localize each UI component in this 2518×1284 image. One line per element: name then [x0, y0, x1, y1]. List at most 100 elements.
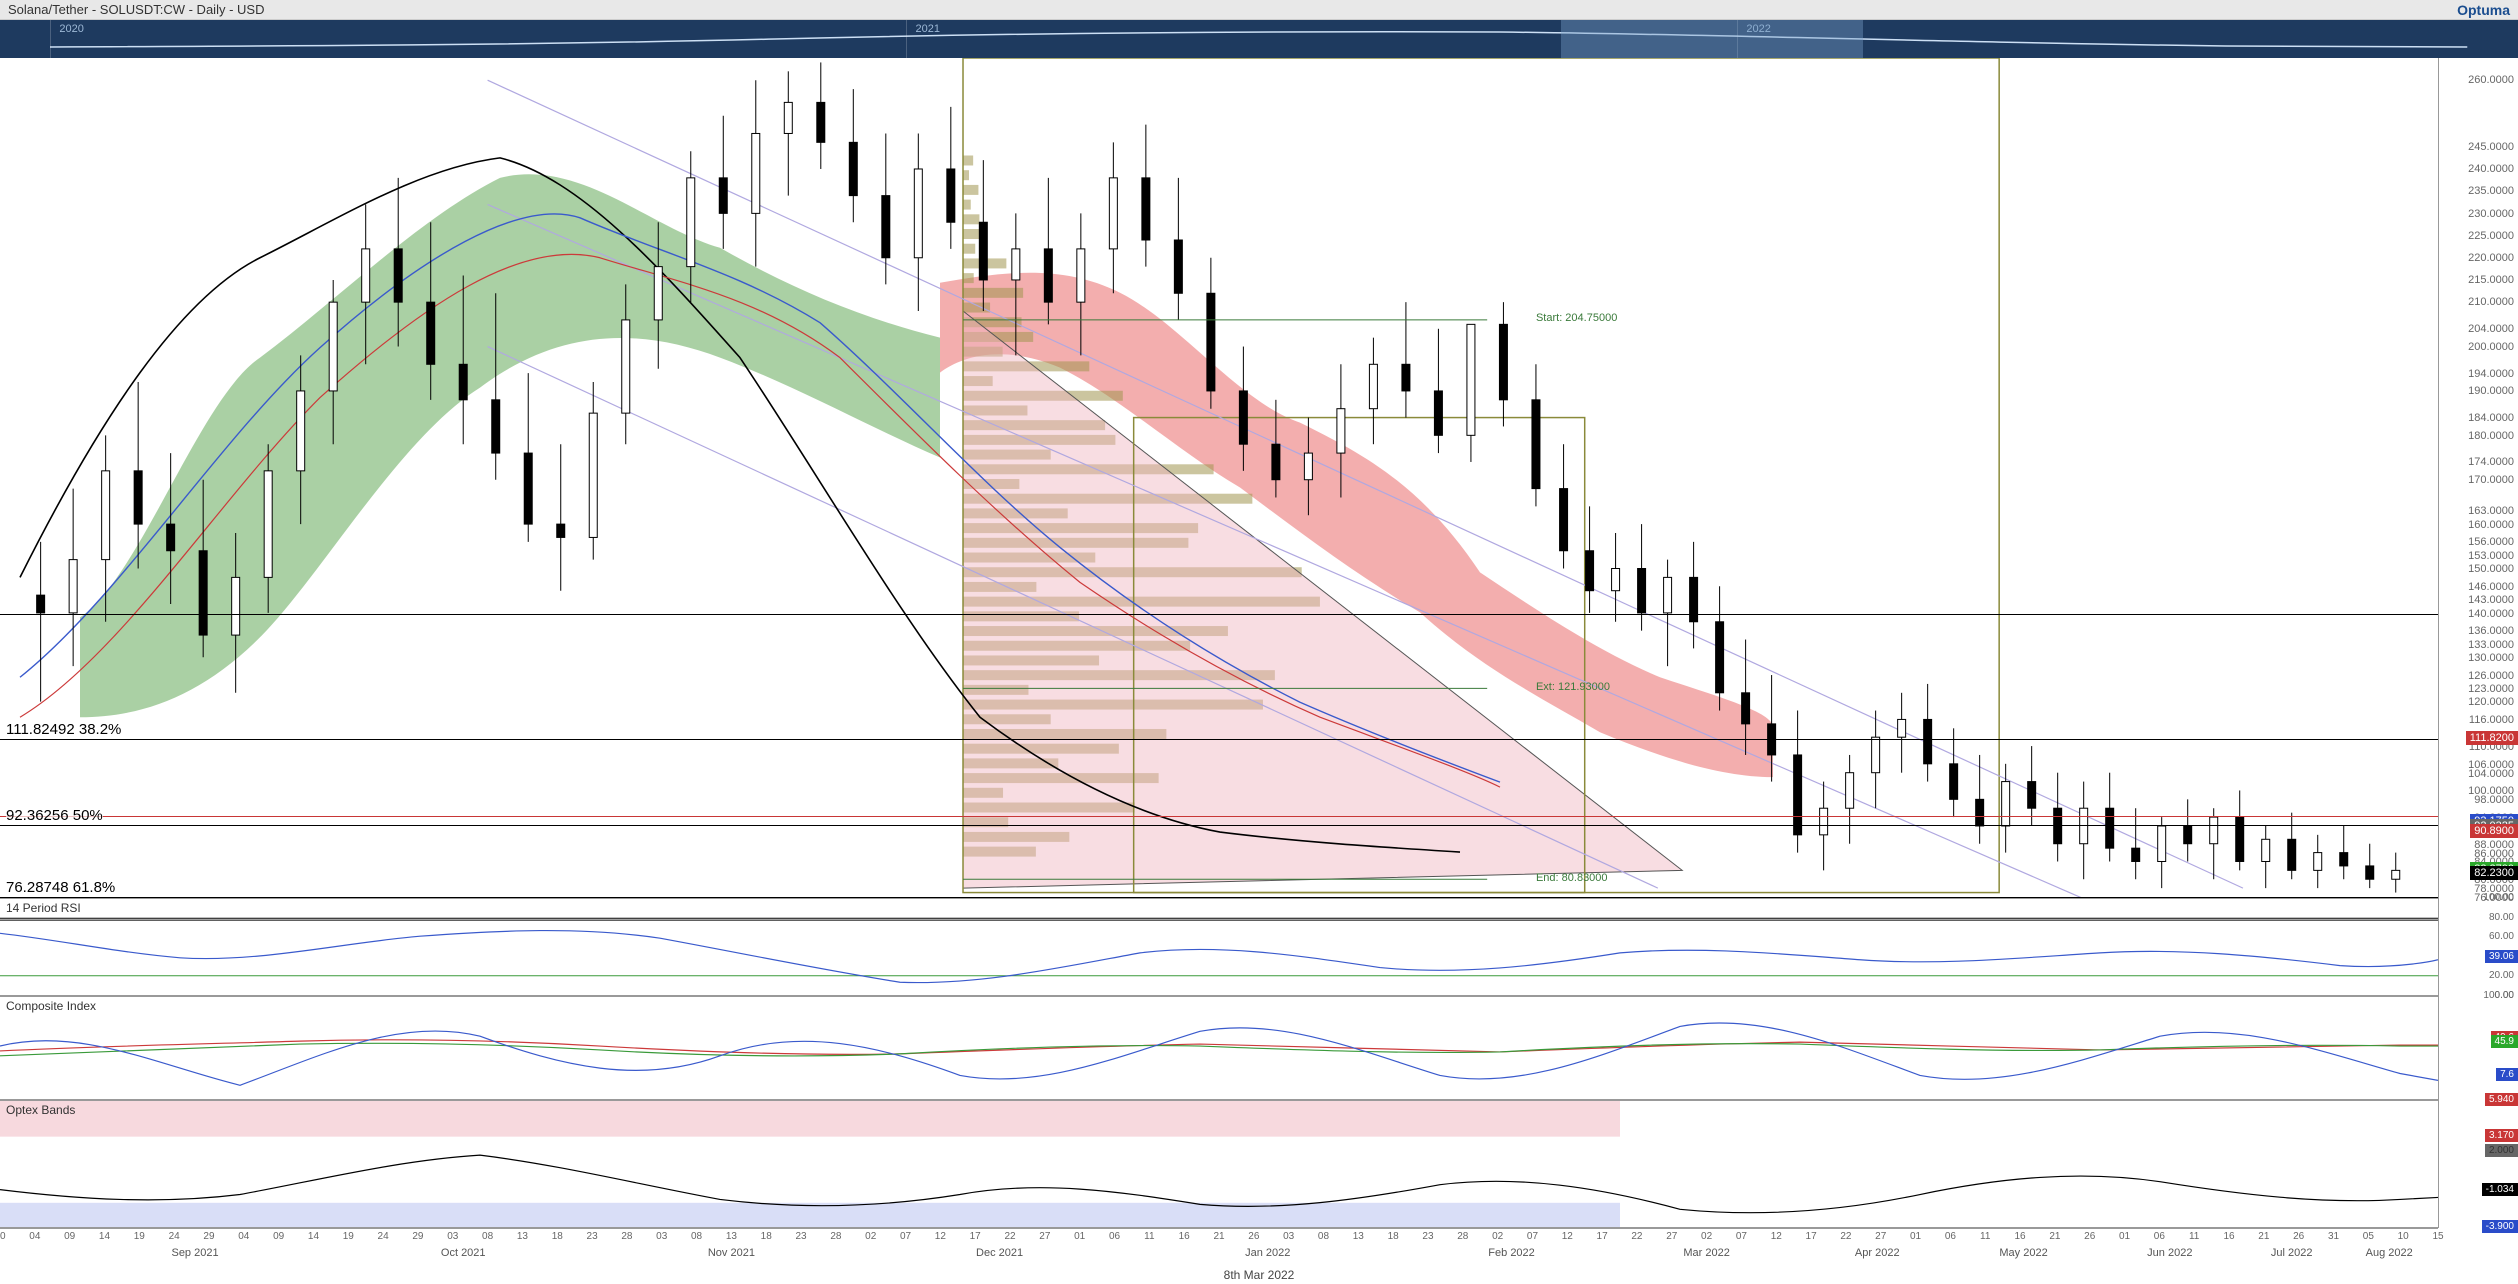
nav-year: 2021: [906, 20, 947, 58]
time-month: Jan 2022: [1245, 1247, 1290, 1259]
price-tick: 146.0000: [2468, 581, 2514, 593]
time-tick: 19: [343, 1231, 354, 1242]
time-tick: 21: [1213, 1231, 1224, 1242]
time-tick: 08: [482, 1231, 493, 1242]
indicator-tick: 60.00: [2489, 931, 2514, 942]
time-tick: 29: [203, 1231, 214, 1242]
main-price-chart[interactable]: [0, 58, 2438, 898]
price-tick: 150.0000: [2468, 563, 2514, 575]
nav-highlight[interactable]: [1561, 20, 1863, 58]
time-tick: 12: [1562, 1231, 1573, 1242]
time-tick: 08: [1318, 1231, 1329, 1242]
price-tick: 220.0000: [2468, 252, 2514, 264]
price-tick: 225.0000: [2468, 230, 2514, 242]
time-month: Jun 2022: [2147, 1247, 2192, 1259]
price-tick: 160.0000: [2468, 519, 2514, 531]
time-tick: 07: [1736, 1231, 1747, 1242]
time-tick: 12: [935, 1231, 946, 1242]
optex-bands-panel[interactable]: Optex Bands: [0, 1100, 2438, 1228]
price-tick: 98.0000: [2474, 794, 2514, 806]
time-tick: 26: [1248, 1231, 1259, 1242]
time-tick: 28: [1457, 1231, 1468, 1242]
time-tick: 17: [970, 1231, 981, 1242]
price-tick: 235.0000: [2468, 185, 2514, 197]
price-tick: 184.0000: [2468, 412, 2514, 424]
price-tick: 126.0000: [2468, 670, 2514, 682]
time-tick: 02: [1701, 1231, 1712, 1242]
navigator-strip[interactable]: 202020212022: [0, 20, 2518, 58]
price-tick: 180.0000: [2468, 430, 2514, 442]
optex-title: Optex Bands: [6, 1103, 75, 1117]
time-month: Jul 2022: [2271, 1247, 2313, 1259]
time-tick: 22: [1004, 1231, 1015, 1242]
indicator-value-label: 3.170: [2485, 1129, 2518, 1142]
time-tick: 02: [865, 1231, 876, 1242]
time-month: Sep 2021: [171, 1247, 218, 1259]
horizontal-line: [0, 816, 2438, 817]
price-tick: 130.0000: [2468, 652, 2514, 664]
price-tick: 123.0000: [2468, 683, 2514, 695]
time-tick: 23: [587, 1231, 598, 1242]
price-tick: 143.0000: [2468, 594, 2514, 606]
time-tick: 18: [552, 1231, 563, 1242]
time-month: Mar 2022: [1683, 1247, 1729, 1259]
composite-index-panel[interactable]: Composite Index: [0, 996, 2438, 1100]
time-month: Feb 2022: [1488, 1247, 1534, 1259]
time-tick: 21: [2258, 1231, 2269, 1242]
time-tick: 30: [0, 1231, 6, 1242]
price-tick: 120.0000: [2468, 696, 2514, 708]
indicator-value-label: -1.034: [2482, 1183, 2518, 1196]
price-tick: 200.0000: [2468, 341, 2514, 353]
indicator-tick: 20.00: [2489, 970, 2514, 981]
price-tick: 230.0000: [2468, 208, 2514, 220]
horizontal-line: [0, 739, 2438, 740]
annotation-label: End: 80.83000: [1536, 872, 1608, 884]
price-indicator-label: 82.2300: [2470, 866, 2518, 880]
time-tick: 13: [726, 1231, 737, 1242]
main-chart-svg: [0, 58, 2438, 897]
time-tick: 29: [412, 1231, 423, 1242]
time-tick: 26: [2084, 1231, 2095, 1242]
price-tick: 140.0000: [2468, 608, 2514, 620]
indicator-value-label: 5.940: [2485, 1093, 2518, 1106]
time-tick: 13: [1353, 1231, 1364, 1242]
time-tick: 03: [656, 1231, 667, 1242]
price-tick: 215.0000: [2468, 274, 2514, 286]
price-tick: 174.0000: [2468, 456, 2514, 468]
price-indicator-label: 90.8900: [2470, 824, 2518, 838]
price-indicator-label: 111.8200: [2466, 731, 2518, 745]
price-tick: 190.0000: [2468, 385, 2514, 397]
indicator-value-label: 45.9: [2491, 1035, 2518, 1048]
time-tick: 28: [830, 1231, 841, 1242]
price-tick: 204.0000: [2468, 323, 2514, 335]
time-tick: 09: [64, 1231, 75, 1242]
time-tick: 11: [2189, 1231, 2199, 1242]
rsi-title: 14 Period RSI: [6, 901, 81, 915]
time-tick: 31: [2328, 1231, 2339, 1242]
rsi-svg: [0, 899, 2438, 995]
time-tick: 17: [1597, 1231, 1608, 1242]
time-tick: 06: [2154, 1231, 2165, 1242]
time-tick: 13: [517, 1231, 528, 1242]
indicator-value-label: -3.900: [2482, 1220, 2518, 1233]
time-tick: 08: [691, 1231, 702, 1242]
time-tick: 01: [2119, 1231, 2130, 1242]
time-tick: 09: [273, 1231, 284, 1242]
time-tick: 27: [1039, 1231, 1050, 1242]
price-tick: 104.0000: [2468, 768, 2514, 780]
annotation-label: Ext: 121.93000: [1536, 681, 1610, 693]
indicator-tick: 80.00: [2489, 912, 2514, 923]
price-tick: 156.0000: [2468, 536, 2514, 548]
annotation-label: Start: 204.75000: [1536, 312, 1617, 324]
price-tick: 163.0000: [2468, 505, 2514, 517]
optuma-logo: Optuma: [2457, 2, 2510, 18]
fib-level-label: 92.36256 50%: [6, 807, 103, 824]
time-tick: 06: [1109, 1231, 1120, 1242]
rsi-panel[interactable]: 14 Period RSI: [0, 898, 2438, 996]
time-tick: 18: [761, 1231, 772, 1242]
fib-level-label: 76.28748 61.8%: [6, 879, 115, 896]
composite-svg: [0, 997, 2438, 1099]
time-tick: 03: [1283, 1231, 1294, 1242]
time-tick: 14: [308, 1231, 319, 1242]
price-tick: 153.0000: [2468, 550, 2514, 562]
